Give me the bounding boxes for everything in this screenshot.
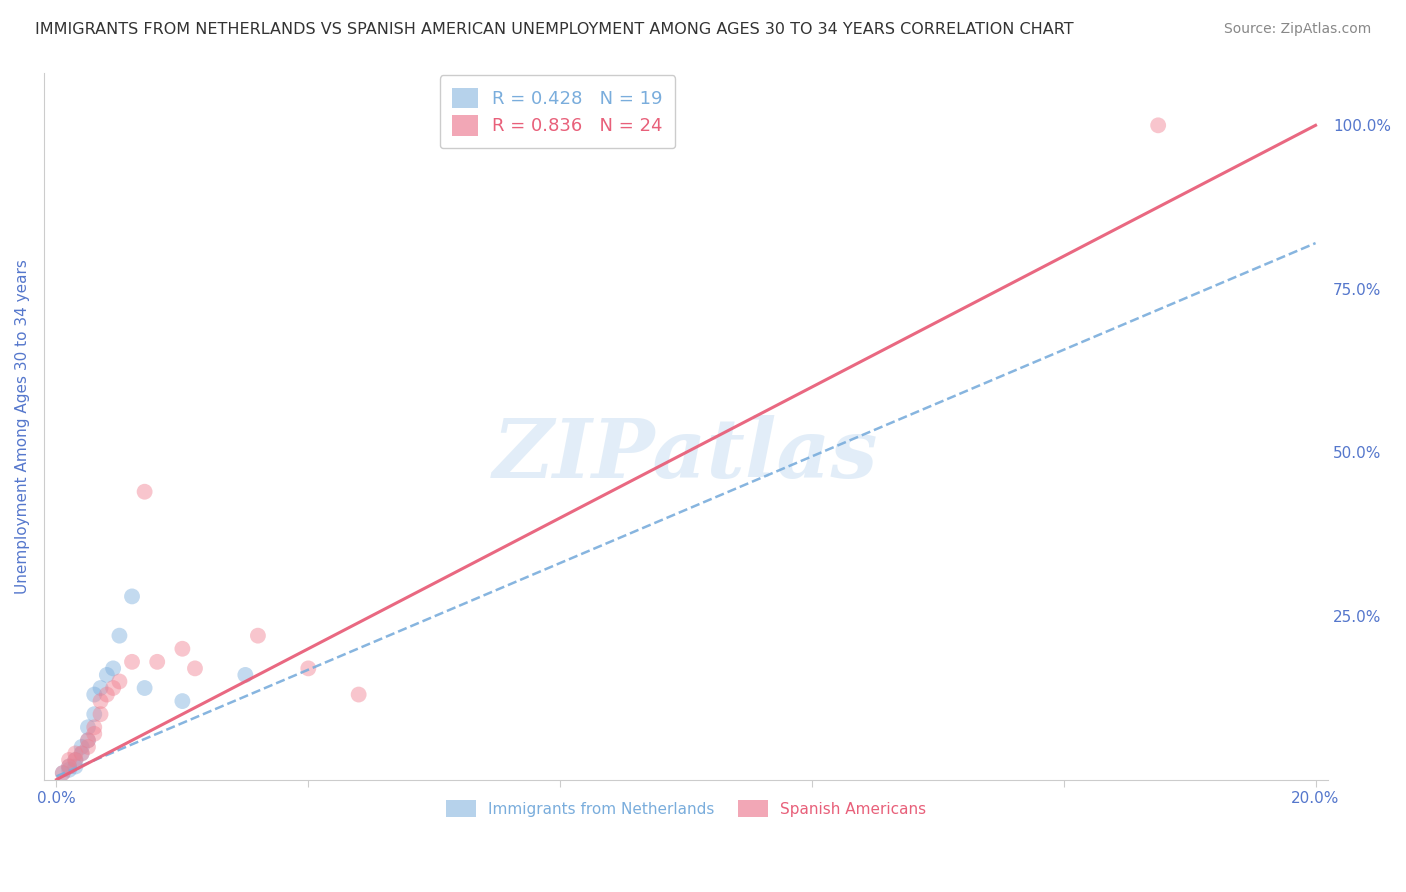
Point [65, 747, 87, 761]
Point [58, 753, 80, 767]
Point [77, 739, 100, 754]
Point [65, 753, 87, 767]
Point [101, 681, 124, 695]
Point [58, 759, 80, 773]
Point [96, 668, 118, 682]
Point [121, 655, 143, 669]
Point [246, 629, 269, 643]
Point [90, 681, 112, 695]
Point [77, 733, 100, 747]
Point [52, 766, 75, 780]
Point [70, 747, 93, 761]
Point [90, 707, 112, 722]
Point [70, 747, 93, 761]
Point [108, 629, 131, 643]
Text: IMMIGRANTS FROM NETHERLANDS VS SPANISH AMERICAN UNEMPLOYMENT AMONG AGES 30 TO 34: IMMIGRANTS FROM NETHERLANDS VS SPANISH A… [35, 22, 1074, 37]
Point [52, 766, 75, 780]
Point [90, 694, 112, 708]
Point [233, 668, 256, 682]
Point [172, 641, 194, 656]
Point [65, 753, 87, 767]
Point [70, 739, 93, 754]
Point [83, 720, 105, 734]
Point [77, 720, 100, 734]
Point [108, 674, 131, 689]
Point [58, 763, 80, 777]
Point [121, 590, 143, 604]
Point [83, 707, 105, 722]
Point [101, 661, 124, 675]
Text: Source: ZipAtlas.com: Source: ZipAtlas.com [1223, 22, 1371, 37]
Point [83, 727, 105, 741]
Y-axis label: Unemployment Among Ages 30 to 34 years: Unemployment Among Ages 30 to 34 years [15, 259, 30, 594]
Point [134, 681, 156, 695]
Point [77, 733, 100, 747]
Point [184, 661, 207, 675]
Point [172, 694, 194, 708]
Point [58, 759, 80, 773]
Text: ZIPatlas: ZIPatlas [494, 415, 879, 494]
Point [96, 688, 118, 702]
Point [1147, 118, 1170, 132]
Point [134, 484, 156, 499]
Point [297, 661, 319, 675]
Point [83, 688, 105, 702]
Point [347, 688, 370, 702]
Legend: Immigrants from Netherlands, Spanish Americans: Immigrants from Netherlands, Spanish Ame… [437, 792, 934, 825]
Point [146, 655, 169, 669]
Point [65, 759, 87, 773]
